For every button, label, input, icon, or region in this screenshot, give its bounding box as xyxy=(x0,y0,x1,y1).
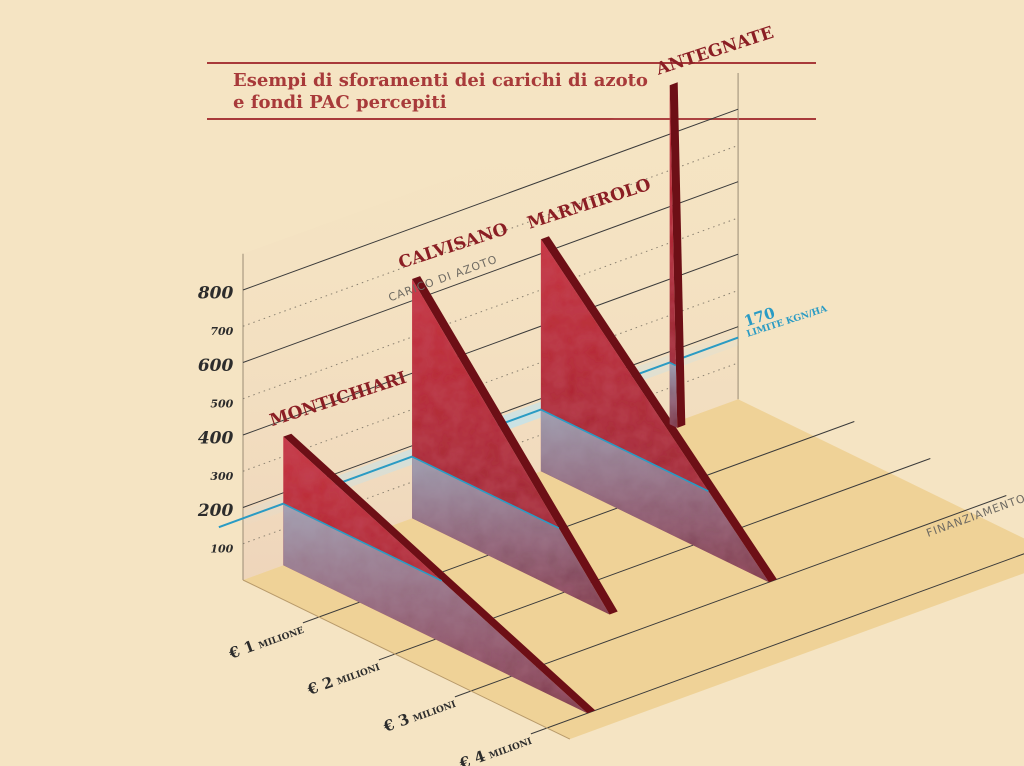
x-category-unit: MILIONI xyxy=(488,737,534,762)
series-slab-edge xyxy=(283,433,596,714)
y-gridline-major xyxy=(242,181,739,363)
x-category-unit: MILIONE xyxy=(257,626,305,652)
x-category-unit: MILIONI xyxy=(412,700,458,725)
y-tick-label: 100 xyxy=(210,542,233,555)
series-below-limit xyxy=(283,503,588,714)
series-slab xyxy=(669,85,678,428)
x-category-label: € 1MILIONE xyxy=(226,619,306,663)
floor-edge xyxy=(242,579,571,740)
series-shapes xyxy=(282,82,777,714)
y-tick-label: 700 xyxy=(210,325,233,338)
floor-plane xyxy=(242,399,1024,740)
y-tick-label: 500 xyxy=(210,397,233,410)
y-tick-label: 600 xyxy=(198,356,234,376)
floor-fill xyxy=(243,399,1024,740)
y-gridline-major xyxy=(242,108,739,291)
x-category-amount: € 1 xyxy=(226,637,258,663)
x-category-amount: € 4 xyxy=(456,747,488,766)
series-limit-cut xyxy=(540,408,709,492)
series-limit-cut xyxy=(282,502,443,582)
series-slab-edge xyxy=(669,82,686,428)
x-category-amount: € 3 xyxy=(380,710,412,736)
x-category-label: € 4MILIONI xyxy=(456,730,534,766)
floor-gridline xyxy=(530,553,1024,735)
y-gridline-major xyxy=(242,253,739,436)
floor-gridline xyxy=(454,495,1007,698)
x-category-amount: € 2 xyxy=(304,673,336,699)
x-category-unit: MILIONI xyxy=(336,663,382,688)
series-slab-edge xyxy=(412,276,618,615)
series-below-limit xyxy=(412,456,610,615)
series-slab-edge xyxy=(540,236,777,583)
series-label: ANTEGNATE xyxy=(653,23,776,80)
y-tick-label: 400 xyxy=(198,429,234,449)
series-below-limit xyxy=(669,362,678,428)
x-category-label: € 2MILIONI xyxy=(304,656,382,699)
chart-title: Esempi di sforamenti dei carichi di azot… xyxy=(233,70,648,113)
x-category-label: € 3MILIONI xyxy=(380,693,458,736)
series-limit-cut xyxy=(411,455,560,529)
chart-title-block: Esempi di sforamenti dei carichi di azot… xyxy=(207,62,816,120)
series-slab xyxy=(283,436,588,714)
series-below-limit xyxy=(540,409,769,583)
wall-fill xyxy=(243,72,739,581)
y-tick-label: 200 xyxy=(197,501,234,521)
y-tick-label: 800 xyxy=(197,284,234,304)
series-limit-cut xyxy=(669,361,677,367)
y-tick-label: 300 xyxy=(210,470,233,483)
